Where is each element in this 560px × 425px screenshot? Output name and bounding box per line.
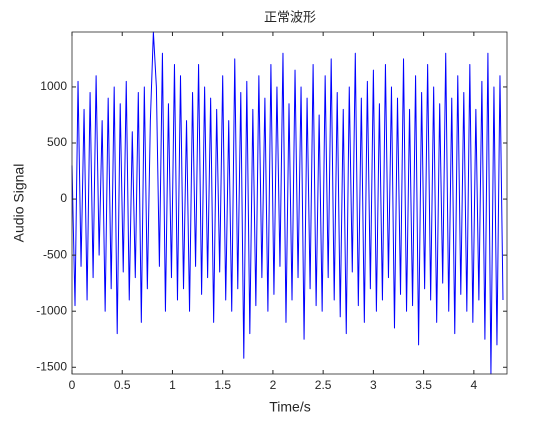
chart-title: 正常波形 [264, 11, 316, 26]
x-tick-label: 0 [69, 378, 76, 392]
x-tick-label: 2.5 [315, 378, 332, 392]
x-tick-label: 1 [169, 378, 176, 392]
x-tick-label: 3 [370, 378, 377, 392]
x-tick-label: 3.5 [415, 378, 432, 392]
y-tick-label: 0 [60, 191, 67, 205]
y-tick-label: 500 [47, 135, 67, 149]
x-tick-label: 1.5 [214, 378, 231, 392]
y-axis-label: Audio Signal [11, 164, 27, 243]
y-tick-label: -1000 [36, 303, 67, 317]
x-tick-label: 2 [270, 378, 277, 392]
x-tick-label: 4 [471, 378, 478, 392]
y-tick-label: -500 [43, 247, 67, 261]
waveform-line [71, 31, 504, 375]
y-tick-label: -1500 [36, 359, 67, 373]
x-axis-label: Time/s [269, 399, 310, 415]
plot-frame [71, 31, 508, 375]
y-tick-label: 1000 [40, 79, 67, 93]
x-tick-label: 0.5 [114, 378, 131, 392]
